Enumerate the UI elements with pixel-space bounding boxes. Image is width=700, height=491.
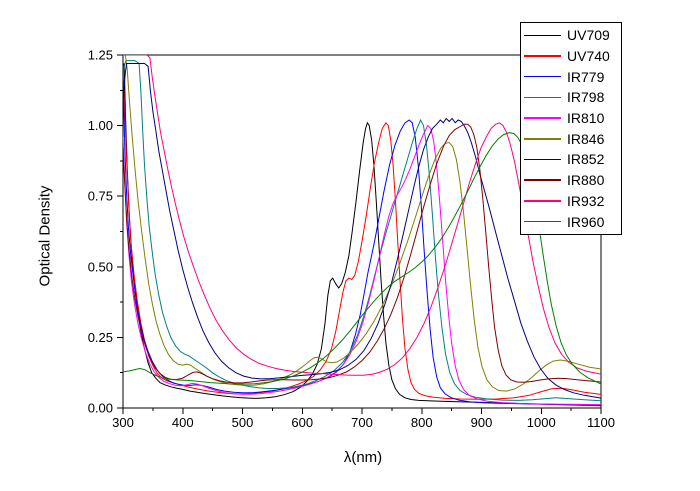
legend-label: IR846 — [567, 130, 605, 147]
legend-item-IR846: IR846 — [521, 129, 621, 148]
legend-line-swatch — [524, 200, 561, 202]
legend-label: IR810 — [567, 110, 605, 127]
legend-label: IR852 — [567, 151, 605, 168]
x-tick-label: 300 — [112, 415, 134, 430]
x-tick-label: 1100 — [587, 415, 615, 430]
legend-line-swatch — [524, 55, 561, 57]
y-axis-title: Optical Density — [36, 185, 54, 287]
legend-item-IR810: IR810 — [521, 109, 621, 128]
legend-label: UV709 — [567, 27, 610, 44]
y-tick-label: 1.00 — [88, 118, 113, 133]
legend-line-swatch — [524, 179, 561, 181]
legend-item-IR779: IR779 — [521, 67, 621, 86]
legend-item-IR798: IR798 — [521, 88, 621, 107]
series-line-IR798 — [123, 60, 601, 402]
legend-item-IR852: IR852 — [521, 150, 621, 169]
legend-label: IR960 — [567, 213, 605, 230]
y-tick-label: 0.75 — [88, 189, 113, 204]
y-tick-label: 0.25 — [88, 330, 113, 345]
legend-item-IR960: IR960 — [521, 212, 621, 231]
legend-line-swatch — [524, 117, 561, 119]
x-tick-label: 500 — [232, 415, 254, 430]
x-tick-label: 400 — [172, 415, 194, 430]
legend-label: IR779 — [567, 68, 605, 85]
legend-label: UV740 — [567, 48, 610, 65]
legend-label: IR798 — [567, 89, 605, 106]
legend-line-swatch — [524, 138, 561, 140]
x-tick-label: 600 — [291, 415, 313, 430]
legend-item-IR932: IR932 — [521, 191, 621, 210]
series-line-IR852 — [123, 63, 601, 399]
x-tick-label: 800 — [411, 415, 433, 430]
legend-line-swatch — [524, 75, 561, 78]
y-tick-label: 0.50 — [88, 259, 113, 274]
series-line-UV709 — [123, 63, 601, 407]
legend-line-swatch — [524, 34, 561, 37]
legend-item-UV709: UV709 — [521, 26, 621, 45]
series-line-IR810 — [123, 124, 601, 406]
legend-line-swatch — [524, 220, 561, 223]
legend-label: IR880 — [567, 172, 605, 189]
y-tick-label: 0.00 — [88, 401, 113, 416]
x-tick-label: 700 — [351, 415, 373, 430]
legend-line-swatch — [524, 158, 561, 161]
legend-item-IR880: IR880 — [521, 171, 621, 190]
tick-labels: 300 400 500 600 700 800 900 1000 1100 0.00 0.25 0.5… — [88, 48, 615, 431]
legend-line-swatch — [524, 96, 561, 99]
legend-box: UV709 UV740 IR779 IR798 IR810 IR846 IR852 IR880… — [520, 22, 622, 235]
series-line-IR932 — [123, 55, 601, 376]
series-line-IR846 — [123, 55, 601, 392]
legend-item-UV740: UV740 — [521, 47, 621, 66]
y-tick-label: 1.25 — [88, 48, 113, 63]
x-tick-label: 900 — [471, 415, 493, 430]
series-line-UV740 — [123, 69, 601, 400]
legend-label: IR932 — [567, 192, 605, 209]
x-axis-title: λ(nm) — [343, 449, 383, 466]
x-tick-label: 1000 — [527, 415, 556, 430]
